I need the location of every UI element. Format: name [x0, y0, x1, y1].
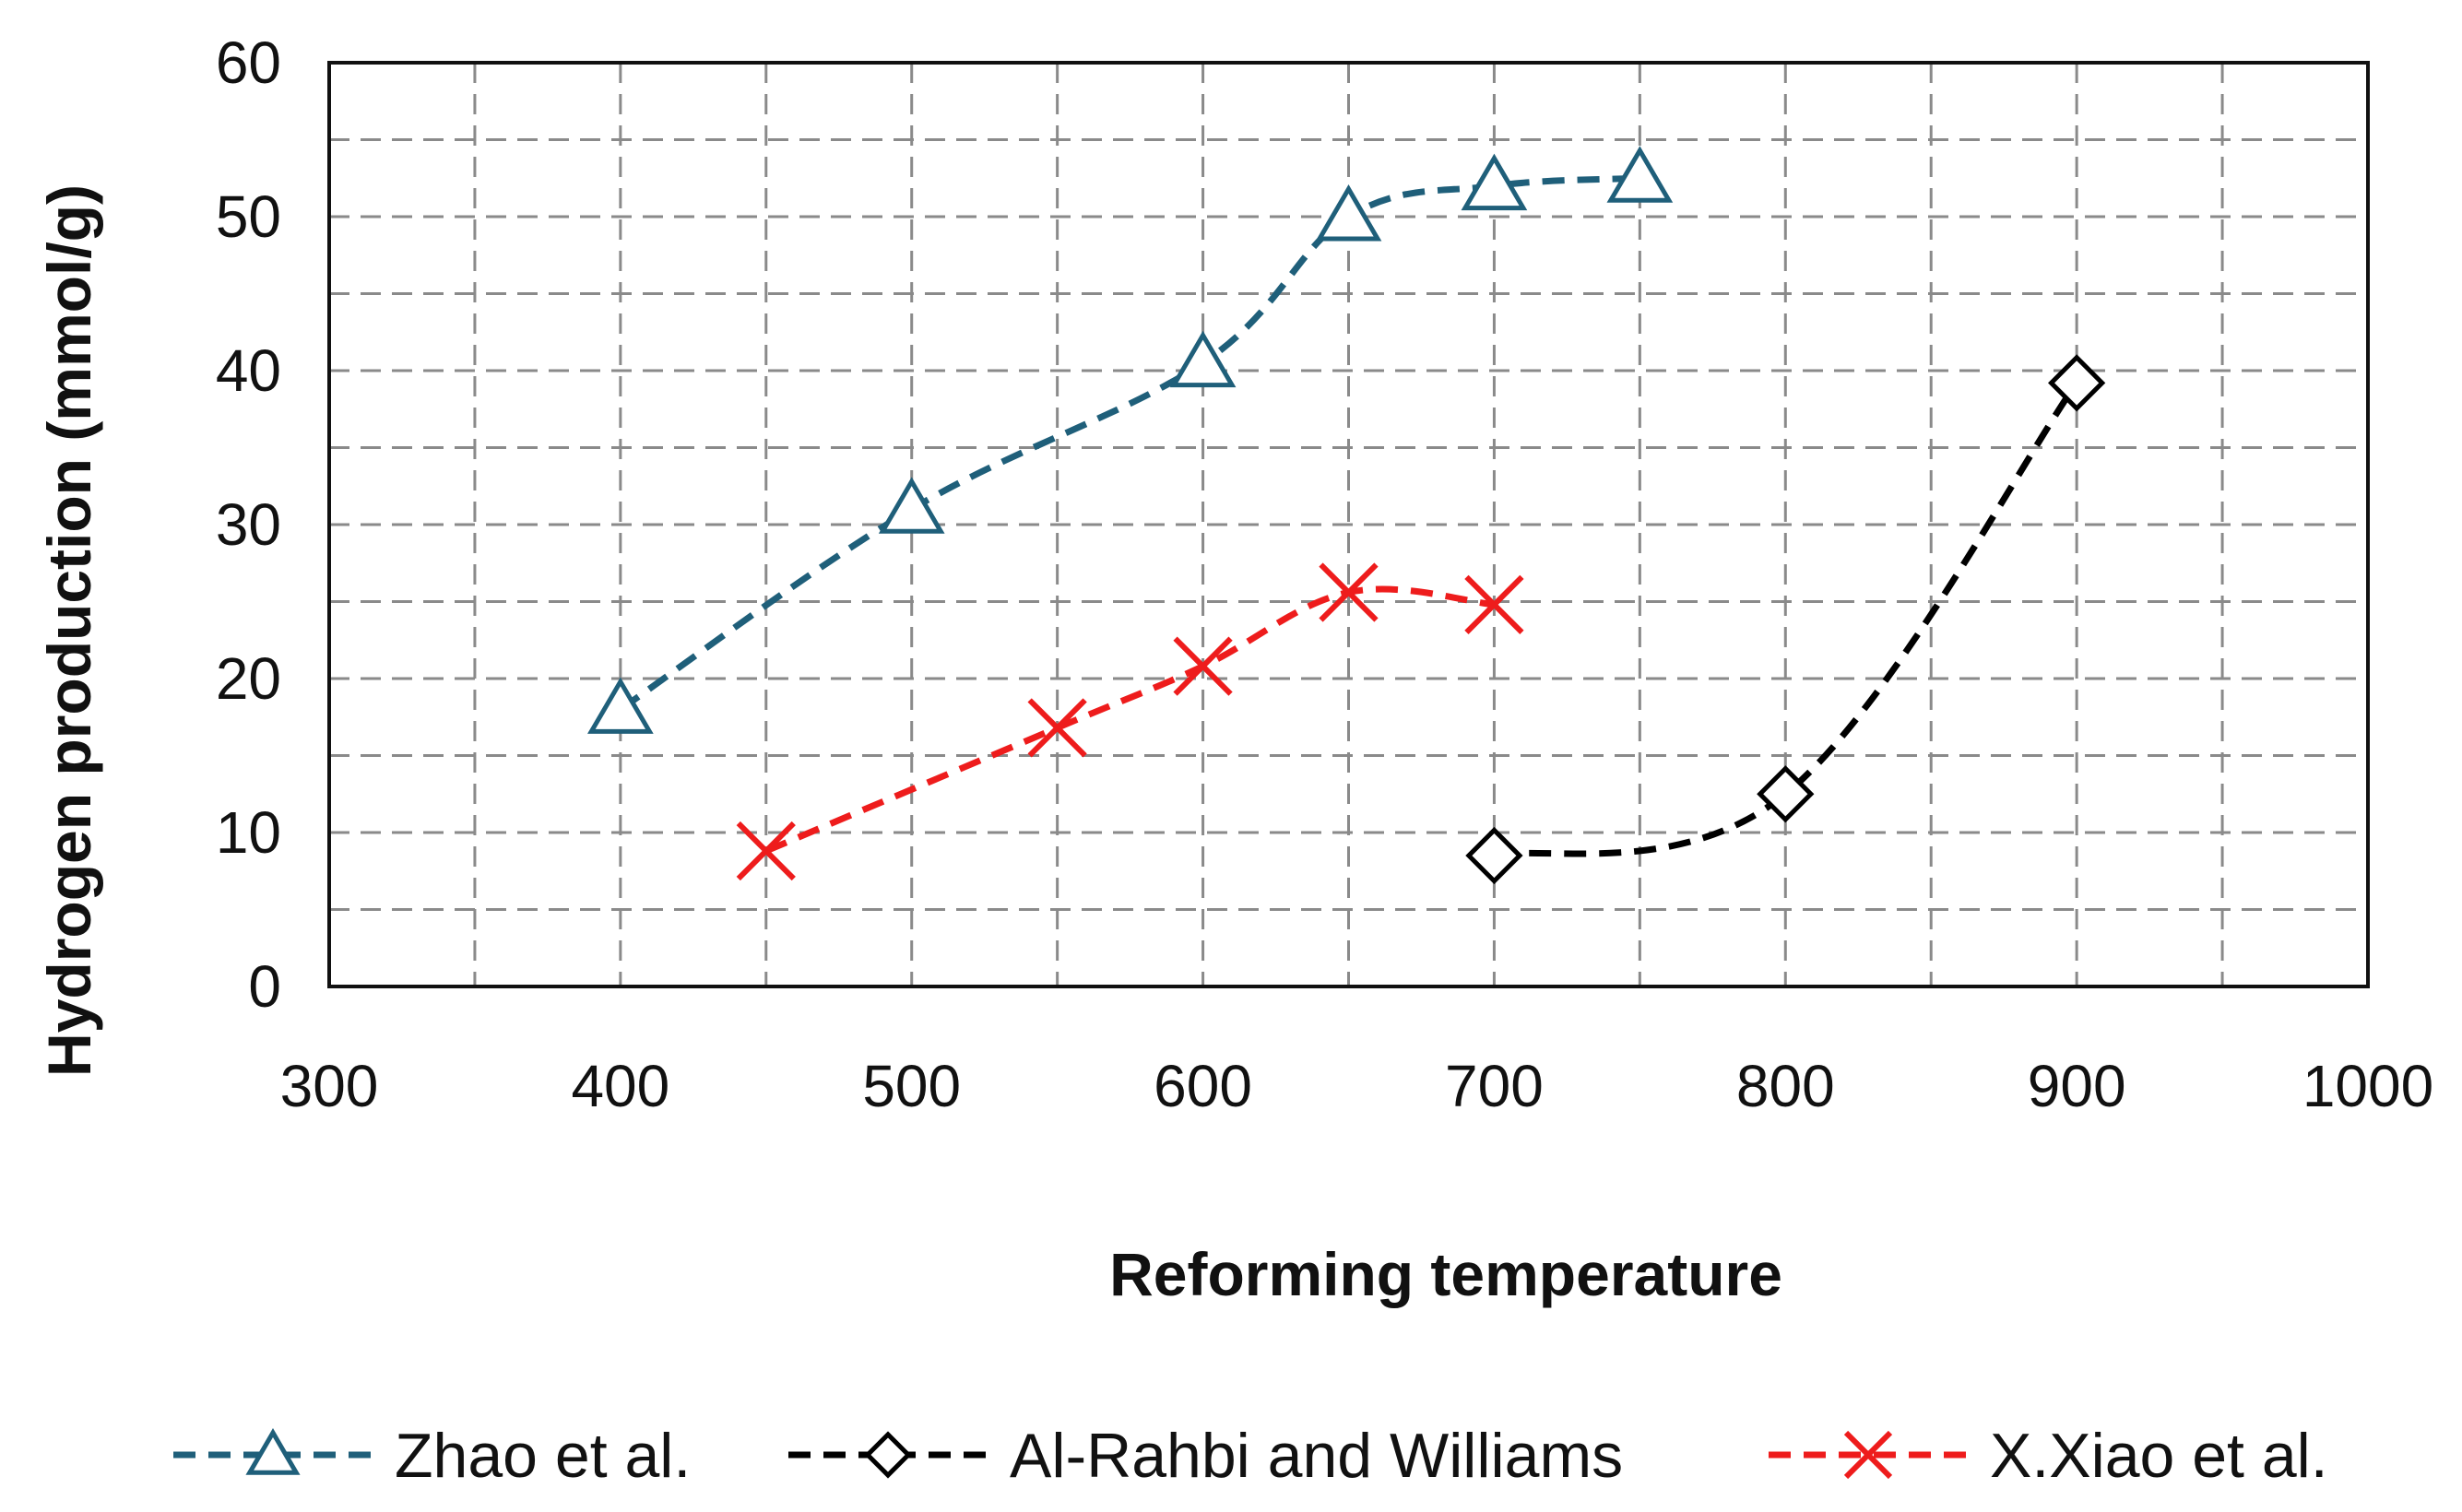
x-tick-label: 300	[280, 1053, 379, 1119]
triangle-marker	[1461, 153, 1528, 211]
series-line	[1493, 381, 2079, 859]
triangle-marker	[1606, 146, 1674, 203]
triangle-marker	[878, 477, 945, 534]
y-tick-label: 0	[248, 953, 281, 1020]
diamond-marker	[2048, 354, 2106, 412]
x-marker-stroke	[1464, 574, 1524, 634]
x-tick-label: 800	[1736, 1053, 1835, 1119]
legend-label: X.Xiao et al.	[1990, 1421, 2328, 1491]
x-tick-label: 1000	[2302, 1053, 2433, 1119]
x-marker-stroke	[1843, 1430, 1893, 1480]
x-tick-label: 900	[2028, 1053, 2126, 1119]
series-group	[587, 146, 2106, 885]
diamond-marker	[864, 1431, 912, 1479]
diamond-marker	[1465, 826, 1523, 885]
y-tick-label: 60	[216, 30, 281, 96]
x-tick-label: 700	[1445, 1053, 1544, 1119]
x-tick-label: 500	[862, 1053, 961, 1119]
triangle-marker	[587, 677, 654, 734]
x-marker	[1027, 698, 1087, 758]
legend: Zhao et al. Al-Rahbi and Williams X.Xiao e…	[173, 1421, 2328, 1491]
y-tick-label: 10	[216, 799, 281, 866]
x-tick-label: 400	[571, 1053, 669, 1119]
series-line	[618, 174, 1640, 713]
y-tick-label: 30	[216, 491, 281, 558]
x-marker-stroke	[736, 821, 796, 881]
legend-item: X.Xiao et al.	[1769, 1421, 2328, 1491]
triangle-marker	[245, 1428, 301, 1475]
series-3	[736, 562, 1524, 881]
legend-item: Al-Rahbi and Williams	[788, 1421, 1623, 1491]
triangle-marker	[1169, 330, 1237, 388]
triangle-marker	[1315, 184, 1382, 242]
series-line	[764, 585, 1495, 855]
x-marker-stroke	[1027, 698, 1087, 758]
x-tick-label: 600	[1154, 1053, 1252, 1119]
x-marker	[1843, 1430, 1893, 1480]
series-2	[1465, 354, 2106, 885]
grid	[329, 61, 2368, 986]
tick-labels: 300 400 500 600 700 800 900 1000 0 10 20 30 40 50 60	[216, 30, 2433, 1119]
series-1	[587, 146, 1674, 734]
y-tick-label: 50	[216, 183, 281, 250]
x-marker-stroke	[1173, 636, 1233, 696]
x-marker	[1319, 562, 1379, 622]
diamond-marker	[1757, 765, 1815, 823]
x-marker-stroke	[1319, 562, 1379, 622]
legend-label: Zhao et al.	[395, 1421, 691, 1491]
legend-item: Zhao et al.	[173, 1421, 691, 1491]
y-tick-label: 20	[216, 645, 281, 712]
axes	[327, 61, 2370, 988]
x-marker	[1173, 636, 1233, 696]
x-marker	[1464, 574, 1524, 634]
legend-label: Al-Rahbi and Williams	[1010, 1421, 1623, 1491]
x-axis-title: Reforming temperature	[1109, 1240, 1782, 1308]
y-axis-title: Hydrogen production (mmol/g)	[35, 184, 103, 1077]
y-tick-label: 40	[216, 337, 281, 404]
x-marker	[736, 821, 796, 881]
plot-border	[327, 61, 2370, 988]
